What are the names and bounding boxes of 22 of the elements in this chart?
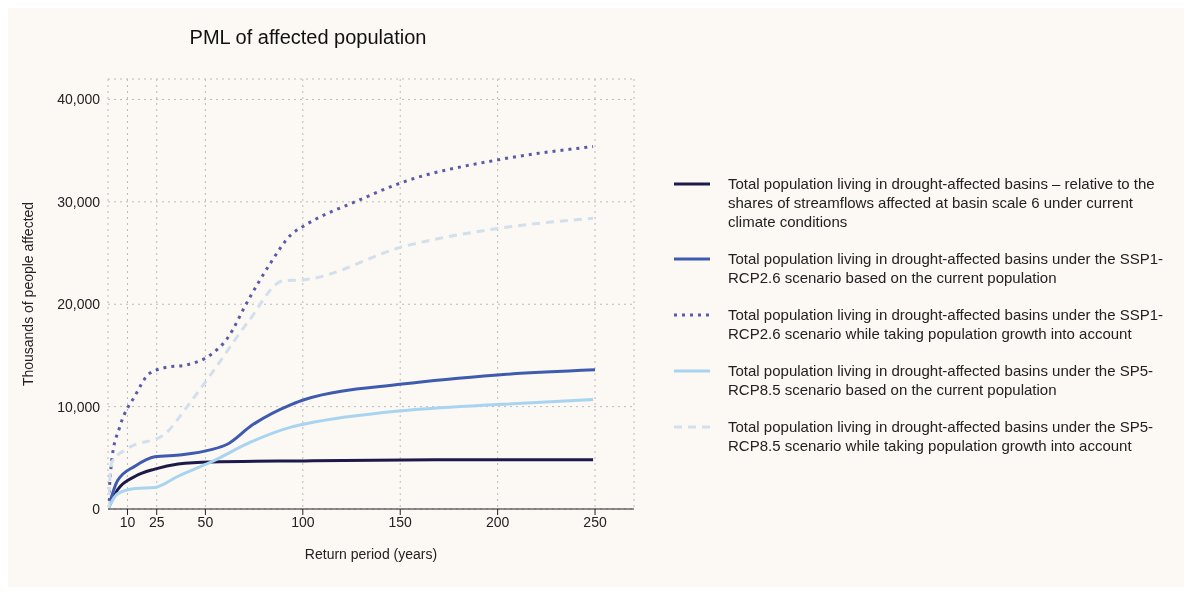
legend-label: Total population living in drought-affected basins – relative to the shares of streamflows affected at basin scale 6 under current climate conditions (728, 173, 1156, 231)
legend-label: Total population living in drought-affected basins under the SSP1-RCP2.6 scenario based on the current population (728, 248, 1164, 287)
y-tick-label: 20,000 (57, 296, 101, 313)
chart-title: PML of affected population (188, 25, 428, 49)
y-tick-label: 0 (92, 500, 101, 517)
y-axis-title: Thousands of people affected (19, 201, 36, 387)
legend-label: Total population living in drought-affected basins under the SP5-RCP8.5 scenario while taking population growth into account (728, 416, 1154, 455)
x-tick-label: 250 (583, 513, 607, 530)
line-series (108, 216, 595, 509)
x-tick-label: 10 (119, 513, 136, 530)
x-tick-label: 25 (148, 513, 165, 530)
x-tick-label: 150 (388, 513, 413, 530)
legend-label: Total population living in drought-affected basins under the SSP1-RCP2.6 scenario while taking population growth into account (728, 304, 1164, 343)
x-tick-label: 100 (291, 513, 315, 530)
legend-label: Total population living in drought-affected basins under the SP5-RCP8.5 scenario based on the current population (728, 360, 1154, 399)
x-tick-label: 200 (485, 513, 510, 530)
y-tick-label: 10,000 (57, 398, 101, 415)
line-series (108, 397, 595, 509)
x-axis-title: Return period (years) (304, 546, 438, 562)
y-tick-label: 30,000 (57, 193, 101, 210)
x-tick-label: 50 (197, 513, 214, 530)
y-tick-label: 40,000 (57, 91, 101, 108)
